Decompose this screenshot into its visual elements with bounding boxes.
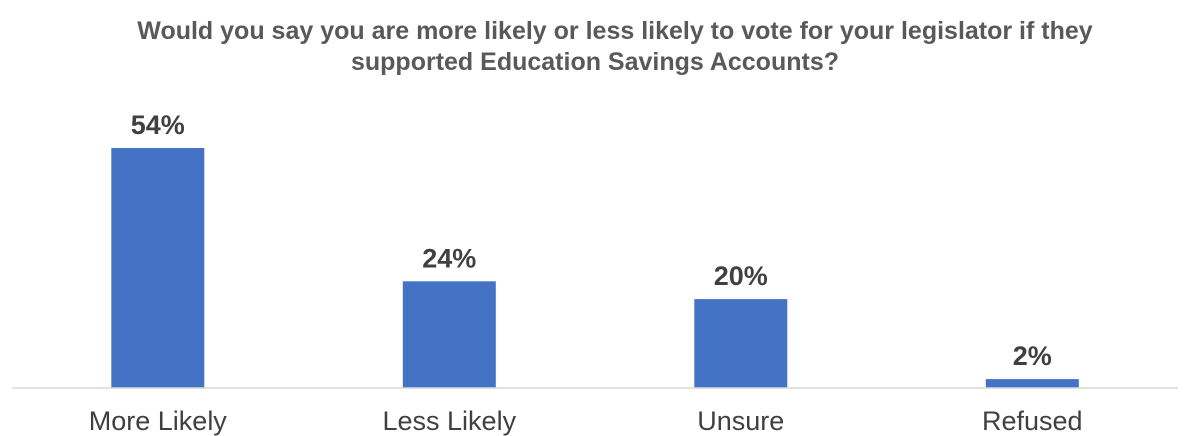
data-label-less-likely: 24%: [422, 243, 476, 273]
data-label-unsure: 20%: [714, 261, 768, 291]
category-label-unsure: Unsure: [697, 406, 784, 436]
bar-unsure: [694, 299, 788, 388]
labels-group: 54% More Likely 24% Less Likely 20% Unsure 2% R…: [89, 110, 1083, 436]
bars-group: [111, 148, 1079, 388]
category-label-more-likely: More Likely: [89, 406, 228, 436]
category-label-less-likely: Less Likely: [383, 406, 517, 436]
chart-title-line-2: supported Education Savings Accounts?: [350, 48, 839, 76]
category-label-refused: Refused: [982, 406, 1083, 436]
data-label-refused: 2%: [1013, 341, 1052, 371]
bar-refused: [985, 379, 1079, 388]
data-label-more-likely: 54%: [131, 110, 185, 140]
bar-less-likely: [402, 281, 496, 388]
chart-title-line-1: Would you say you are more likely or les…: [137, 17, 1093, 45]
bar-more-likely: [111, 148, 205, 388]
chart-title: Would you say you are more likely or les…: [0, 16, 1190, 78]
